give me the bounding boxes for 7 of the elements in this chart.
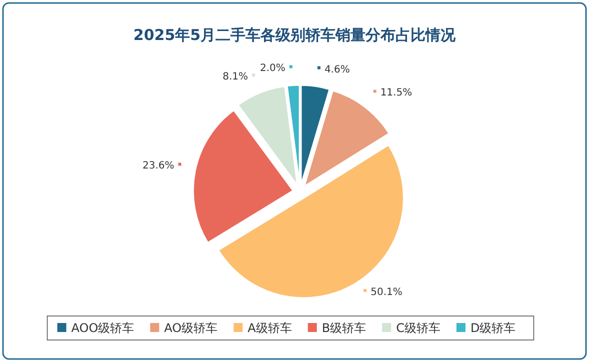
legend-label: AOO级轿车 — [71, 321, 134, 335]
legend-label: D级轿车 — [470, 321, 516, 335]
legend-label: A级轿车 — [248, 321, 292, 335]
legend-label: AO级轿车 — [164, 321, 218, 335]
legend-label: C级轿车 — [396, 321, 440, 335]
title: 2025年5月二手车各级别轿车销量分布占比情况 — [133, 26, 456, 44]
legend-label: B级轿车 — [322, 321, 366, 335]
